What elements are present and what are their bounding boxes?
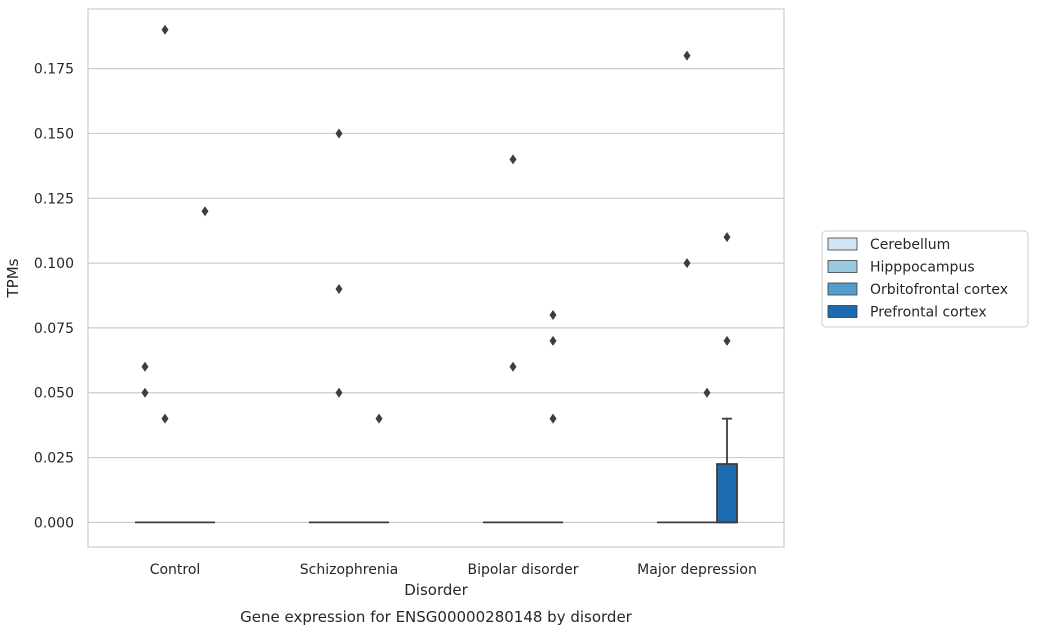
outlier-point <box>335 284 343 295</box>
grid-lines <box>88 68 784 523</box>
y-tick-label: 0.125 <box>34 191 74 207</box>
y-tick-label: 0.100 <box>34 256 74 272</box>
x-tick-label: Bipolar disorder <box>467 562 578 578</box>
outlier-point <box>141 387 149 398</box>
outlier-point <box>549 309 557 320</box>
outlier-point <box>141 361 149 372</box>
legend-swatch <box>827 282 858 296</box>
y-axis-label: TPMs <box>4 258 22 298</box>
legend-swatch <box>827 260 858 273</box>
chart-title: Gene expression for ENSG00000280148 by d… <box>240 608 633 626</box>
x-tick-label: Major depression <box>637 562 757 578</box>
x-axis-ticks: Control Schizophrenia Bipolar disorder Majo… <box>150 562 757 578</box>
legend-label: Hipppocampus <box>870 260 975 276</box>
outlier-point <box>509 154 517 165</box>
box-group <box>134 361 155 524</box>
legend-swatch <box>827 237 858 251</box>
legend: Cerebellum Hipppocampus Orbitofrontal cort… <box>821 230 1029 328</box>
outlier-point <box>201 206 209 217</box>
boxes-layer <box>134 24 738 524</box>
outlier-point <box>161 24 169 35</box>
outlier-point <box>549 335 557 346</box>
outlier-point <box>683 50 691 61</box>
x-axis-label: Disorder <box>404 581 468 599</box>
outlier-point <box>683 258 691 269</box>
legend-label: Orbitofrontal cortex <box>870 282 1008 298</box>
box-group <box>195 206 216 524</box>
box-group <box>328 128 349 524</box>
y-tick-label: 0.075 <box>34 321 74 337</box>
outlier-point <box>335 387 343 398</box>
outlier-point <box>549 413 557 424</box>
y-axis-ticks: 0.000 0.025 0.050 0.075 0.100 0.125 0.150 0.175 <box>34 62 74 532</box>
y-tick-label: 0.150 <box>34 126 74 142</box>
outlier-point <box>375 413 383 424</box>
box <box>716 463 738 524</box>
outlier-point <box>723 335 731 346</box>
y-tick-label: 0.025 <box>34 451 74 467</box>
y-tick-label: 0.000 <box>34 515 74 531</box>
outlier-point <box>161 413 169 424</box>
x-tick-label: Schizophrenia <box>300 562 398 578</box>
legend-swatch <box>827 305 858 318</box>
outlier-point <box>723 232 731 243</box>
y-tick-label: 0.175 <box>34 62 74 78</box>
outlier-point <box>703 387 711 398</box>
outlier-point <box>335 128 343 139</box>
box-group <box>697 387 718 524</box>
legend-frame <box>821 230 1029 328</box>
outlier-point <box>509 361 517 372</box>
y-tick-label: 0.050 <box>34 386 74 402</box>
box-group <box>543 309 564 524</box>
x-tick-label: Control <box>150 562 201 578</box>
legend-label: Prefrontal cortex <box>870 305 987 321</box>
plot-area <box>87 8 785 548</box>
legend-label: Cerebellum <box>870 237 950 253</box>
box-group <box>369 413 390 524</box>
box-group <box>154 24 175 524</box>
box-group <box>502 154 523 524</box>
box-group <box>716 232 738 524</box>
box-group <box>676 50 697 524</box>
